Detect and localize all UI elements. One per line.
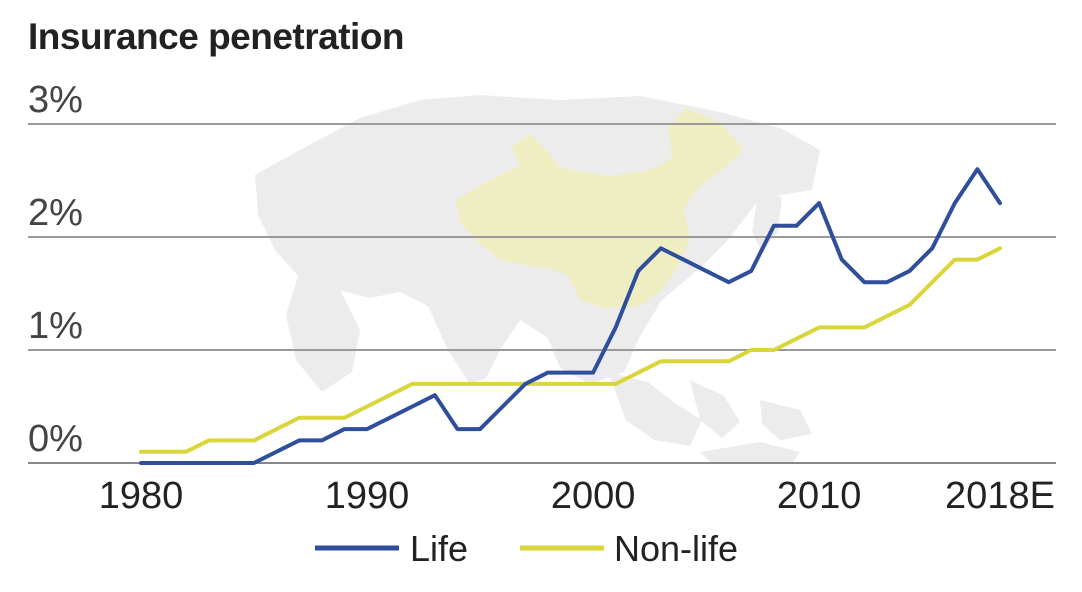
map-china-highlight (456, 108, 744, 308)
legend: Life Non-life (315, 528, 738, 569)
x-axis-ticks: 1980 1990 2000 2010 2018E (99, 475, 1055, 517)
map-japan (752, 180, 782, 252)
series-line-non-life (139, 246, 1002, 454)
background-map (255, 95, 820, 464)
map-indonesia-1 (700, 442, 800, 464)
chart-title: Insurance penetration (28, 16, 405, 57)
x-tick-label: 1990 (325, 475, 410, 517)
map-arabia (286, 270, 360, 392)
gridlines (28, 123, 1056, 464)
series-lines (139, 167, 1002, 465)
map-southeast-asia-1 (608, 372, 702, 446)
x-tick-label: 2018E (945, 475, 1055, 517)
x-tick-label: 1980 (99, 475, 184, 517)
y-tick-label: 0% (28, 418, 83, 460)
map-southeast-asia-2 (690, 380, 740, 438)
legend-label-non-life: Non-life (614, 528, 738, 569)
x-tick-label: 2010 (777, 475, 862, 517)
y-axis-ticks: 0% 1% 2% 3% (28, 79, 83, 460)
y-tick-label: 1% (28, 305, 83, 347)
y-tick-label: 2% (28, 192, 83, 234)
map-indonesia-2 (760, 400, 812, 440)
y-tick-label: 3% (28, 79, 83, 121)
legend-label-life: Life (410, 528, 468, 569)
x-tick-label: 2000 (551, 475, 636, 517)
series-line-life (139, 167, 1002, 465)
